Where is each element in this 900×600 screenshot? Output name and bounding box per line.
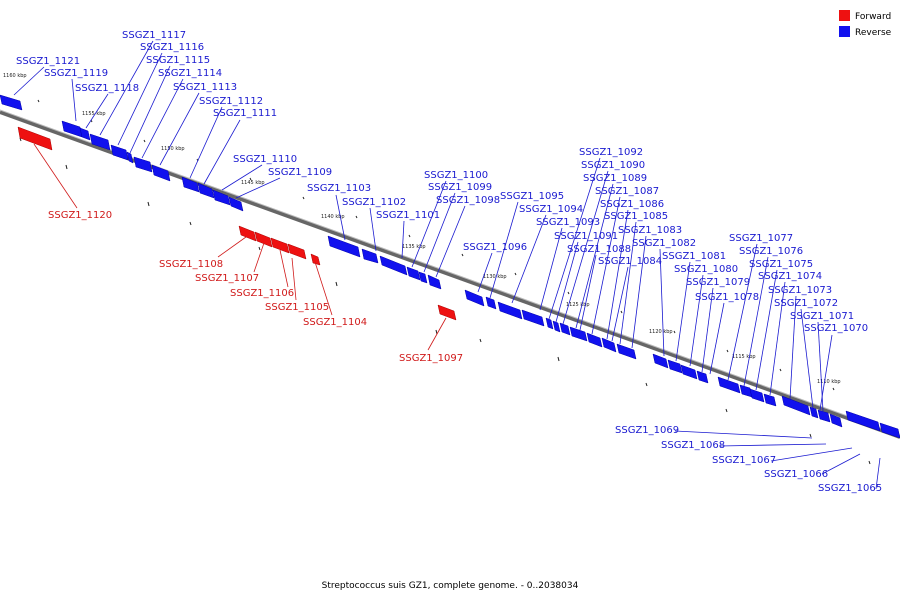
gene-label-reverse[interactable]: SSGZ1_1075	[749, 259, 813, 270]
gene-label-reverse[interactable]: SSGZ1_1080	[674, 264, 738, 275]
reverse-leaders	[13, 40, 881, 490]
gene-label-reverse[interactable]: SSGZ1_1069	[615, 425, 679, 436]
scale-label: 1120 kbp	[649, 329, 673, 335]
gene-label-forward[interactable]: SSGZ1_1120	[48, 210, 112, 221]
legend-forward-swatch	[839, 10, 850, 21]
gene-label-reverse[interactable]: SSGZ1_1072	[774, 298, 838, 309]
scale-label: 1135 kbp	[402, 244, 426, 250]
gene-label-reverse[interactable]: SSGZ1_1078	[695, 292, 759, 303]
gene-label-reverse[interactable]: SSGZ1_1076	[739, 246, 803, 257]
gene-label-reverse[interactable]: SSGZ1_1110	[233, 154, 297, 165]
gene-label-forward[interactable]: SSGZ1_1105	[265, 302, 329, 313]
gene-label-reverse[interactable]: SSGZ1_1094	[519, 204, 583, 215]
scale-label: 1145 kbp	[241, 180, 265, 186]
gene-label-reverse[interactable]: SSGZ1_1100	[424, 170, 488, 181]
gene-label-reverse[interactable]: SSGZ1_1067	[712, 455, 776, 466]
scale-label: 1140 kbp	[321, 214, 345, 220]
legend-reverse-label: Reverse	[855, 28, 892, 38]
legend-forward-label: Forward	[855, 12, 891, 22]
gene-label-reverse[interactable]: SSGZ1_1065	[818, 483, 882, 494]
scale-label: 1150 kbp	[161, 146, 185, 152]
forward-genes	[17, 126, 457, 321]
scale-ticks-lower	[19, 137, 871, 465]
gene-label-reverse[interactable]: SSGZ1_1103	[307, 183, 371, 194]
gene-label-reverse[interactable]: SSGZ1_1079	[686, 277, 750, 288]
gene-label-reverse[interactable]: SSGZ1_1093	[536, 217, 600, 228]
gene-label-reverse[interactable]: SSGZ1_1117	[122, 30, 186, 41]
reverse-labels: SSGZ1_1121 SSGZ1_1119 SSGZ1_1118 SSGZ1_1…	[16, 30, 882, 494]
genome-caption: Streptococcus suis GZ1, complete genome.…	[322, 581, 579, 591]
gene-label-reverse[interactable]: SSGZ1_1098	[436, 195, 500, 206]
scale-label: 1155 kbp	[82, 111, 106, 117]
gene-label-reverse[interactable]: SSGZ1_1085	[604, 211, 668, 222]
gene-label-reverse[interactable]: SSGZ1_1071	[790, 311, 854, 322]
gene-label-reverse[interactable]: SSGZ1_1088	[567, 244, 631, 255]
gene-label-reverse[interactable]: SSGZ1_1087	[595, 186, 659, 197]
gene-label-reverse[interactable]: SSGZ1_1089	[583, 173, 647, 184]
reverse-genes	[0, 94, 900, 439]
scale-label: 1110 kbp	[817, 379, 841, 385]
scale-label: 1160 kbp	[3, 73, 27, 79]
gene-label-forward[interactable]: SSGZ1_1106	[230, 288, 294, 299]
gene-label-reverse[interactable]: SSGZ1_1092	[579, 147, 643, 158]
gene-label-forward[interactable]: SSGZ1_1097	[399, 353, 463, 364]
gene-label-reverse[interactable]: SSGZ1_1112	[199, 96, 263, 107]
scale-ticks-upper	[37, 99, 835, 391]
gene-label-forward[interactable]: SSGZ1_1104	[303, 317, 367, 328]
gene-label-reverse[interactable]: SSGZ1_1119	[44, 68, 108, 79]
forward-labels: SSGZ1_1120 SSGZ1_1108 SSGZ1_1107 SSGZ1_1…	[48, 210, 463, 364]
gene-label-reverse[interactable]: SSGZ1_1083	[618, 225, 682, 236]
gene-label-reverse[interactable]: SSGZ1_1066	[764, 469, 828, 480]
gene-label-reverse[interactable]: SSGZ1_1090	[581, 160, 645, 171]
forward-leaders	[33, 143, 447, 351]
gene-label-reverse[interactable]: SSGZ1_1082	[632, 238, 696, 249]
scale-label: 1130 kbp	[483, 274, 507, 280]
gene-label-reverse[interactable]: SSGZ1_1111	[213, 108, 277, 119]
gene-label-reverse[interactable]: SSGZ1_1091	[554, 231, 618, 242]
gene-label-reverse[interactable]: SSGZ1_1086	[600, 199, 664, 210]
gene-label-reverse[interactable]: SSGZ1_1118	[75, 83, 139, 94]
legend: Forward Reverse	[839, 10, 892, 38]
gene-label-reverse[interactable]: SSGZ1_1115	[146, 55, 210, 66]
gene-label-reverse[interactable]: SSGZ1_1109	[268, 167, 332, 178]
gene-label-reverse[interactable]: SSGZ1_1074	[758, 271, 822, 282]
gene-label-reverse[interactable]: SSGZ1_1070	[804, 323, 868, 334]
gene-label-reverse[interactable]: SSGZ1_1114	[158, 68, 222, 79]
gene-label-forward[interactable]: SSGZ1_1107	[195, 273, 259, 284]
gene-label-reverse[interactable]: SSGZ1_1073	[768, 285, 832, 296]
gene-label-reverse[interactable]: SSGZ1_1116	[140, 42, 204, 53]
gene-label-reverse[interactable]: SSGZ1_1113	[173, 82, 237, 93]
gene-label-reverse[interactable]: SSGZ1_1096	[463, 242, 527, 253]
gene-label-reverse[interactable]: SSGZ1_1121	[16, 56, 80, 67]
gene-label-reverse[interactable]: SSGZ1_1081	[662, 251, 726, 262]
gene-label-reverse[interactable]: SSGZ1_1077	[729, 233, 793, 244]
scale-label: 1115 kbp	[732, 354, 756, 360]
gene-label-reverse[interactable]: SSGZ1_1099	[428, 182, 492, 193]
gene-label-reverse[interactable]: SSGZ1_1084	[598, 256, 662, 267]
gene-label-reverse[interactable]: SSGZ1_1101	[376, 210, 440, 221]
scale-label: 1125 kbp	[566, 302, 590, 308]
gene-label-forward[interactable]: SSGZ1_1108	[159, 259, 223, 270]
gene-label-reverse[interactable]: SSGZ1_1102	[342, 197, 406, 208]
scale-labels: 1160 kbp 1155 kbp 1150 kbp 1145 kbp 1140…	[3, 73, 841, 385]
gene-label-reverse[interactable]: SSGZ1_1068	[661, 440, 725, 451]
legend-reverse-swatch	[839, 26, 850, 37]
gene-label-reverse[interactable]: SSGZ1_1095	[500, 191, 564, 202]
